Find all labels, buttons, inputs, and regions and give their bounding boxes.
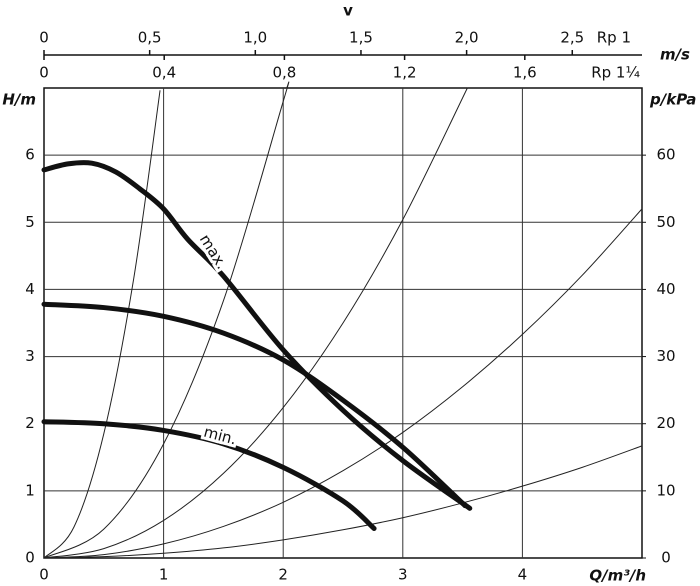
series-line	[41, 160, 473, 511]
series-line	[43, 208, 643, 559]
x-tick-label: 2	[278, 566, 288, 584]
top-axis-unit: m/s	[660, 46, 690, 64]
y-tick-label: 3	[25, 347, 35, 365]
y-tick-label: 5	[25, 213, 35, 231]
y2-tick-label: 40	[656, 280, 675, 298]
x-tick-label: 1	[159, 566, 169, 584]
series-line	[41, 419, 377, 531]
top-axis-label: Rp 1	[597, 29, 631, 47]
y-axis-label: H/m	[2, 91, 36, 109]
top-axis-tick-label: 0,4	[152, 64, 176, 82]
y-tick-label: 4	[25, 280, 35, 298]
x-axis-label: Q/m³/h	[589, 567, 646, 585]
y-tick-label: 0	[25, 549, 35, 567]
x-tick-label: 3	[398, 566, 408, 584]
series-line	[41, 301, 468, 509]
y-tick-label: 2	[25, 414, 35, 432]
y2-tick-label: 50	[656, 213, 675, 231]
top-axis-tick-label: 0,8	[272, 64, 296, 82]
top-axis-tick-label: 2,5	[560, 29, 584, 47]
y2-tick-label: 30	[656, 347, 675, 365]
top-axis-tick-label: 0	[39, 64, 49, 82]
plot-frame	[43, 87, 643, 559]
series-line	[43, 81, 290, 559]
y2-tick-label: 20	[656, 414, 675, 432]
y2-axis-label: p/kPa	[649, 91, 696, 109]
series-line	[43, 87, 468, 559]
top-axis-tick-label: 0,5	[138, 29, 162, 47]
top-axis-tick-label: 1,0	[243, 29, 267, 47]
top-axis-title: v	[343, 2, 353, 20]
y2-tick-label: 10	[656, 481, 675, 499]
y2-tick-label: 0	[661, 549, 671, 567]
y-tick-label: 1	[25, 481, 35, 499]
top-axis-tick-label: 2,0	[455, 29, 479, 47]
series-line	[43, 90, 161, 559]
x-tick-label: 4	[518, 566, 528, 584]
y-tick-label: 6	[25, 146, 35, 164]
top-axis-tick-label: 1,2	[393, 64, 417, 82]
x-tick-label: 0	[39, 566, 49, 584]
top-axis-tick-label: 0	[39, 29, 49, 47]
curve-label: min.	[202, 423, 239, 449]
top-axis-tick-label: 1,6	[513, 64, 537, 82]
top-axis-tick-label: 1,5	[349, 29, 373, 47]
y2-tick-label: 60	[656, 146, 675, 164]
series-line	[43, 445, 643, 559]
top-axis-label: Rp 1¼	[591, 64, 640, 82]
